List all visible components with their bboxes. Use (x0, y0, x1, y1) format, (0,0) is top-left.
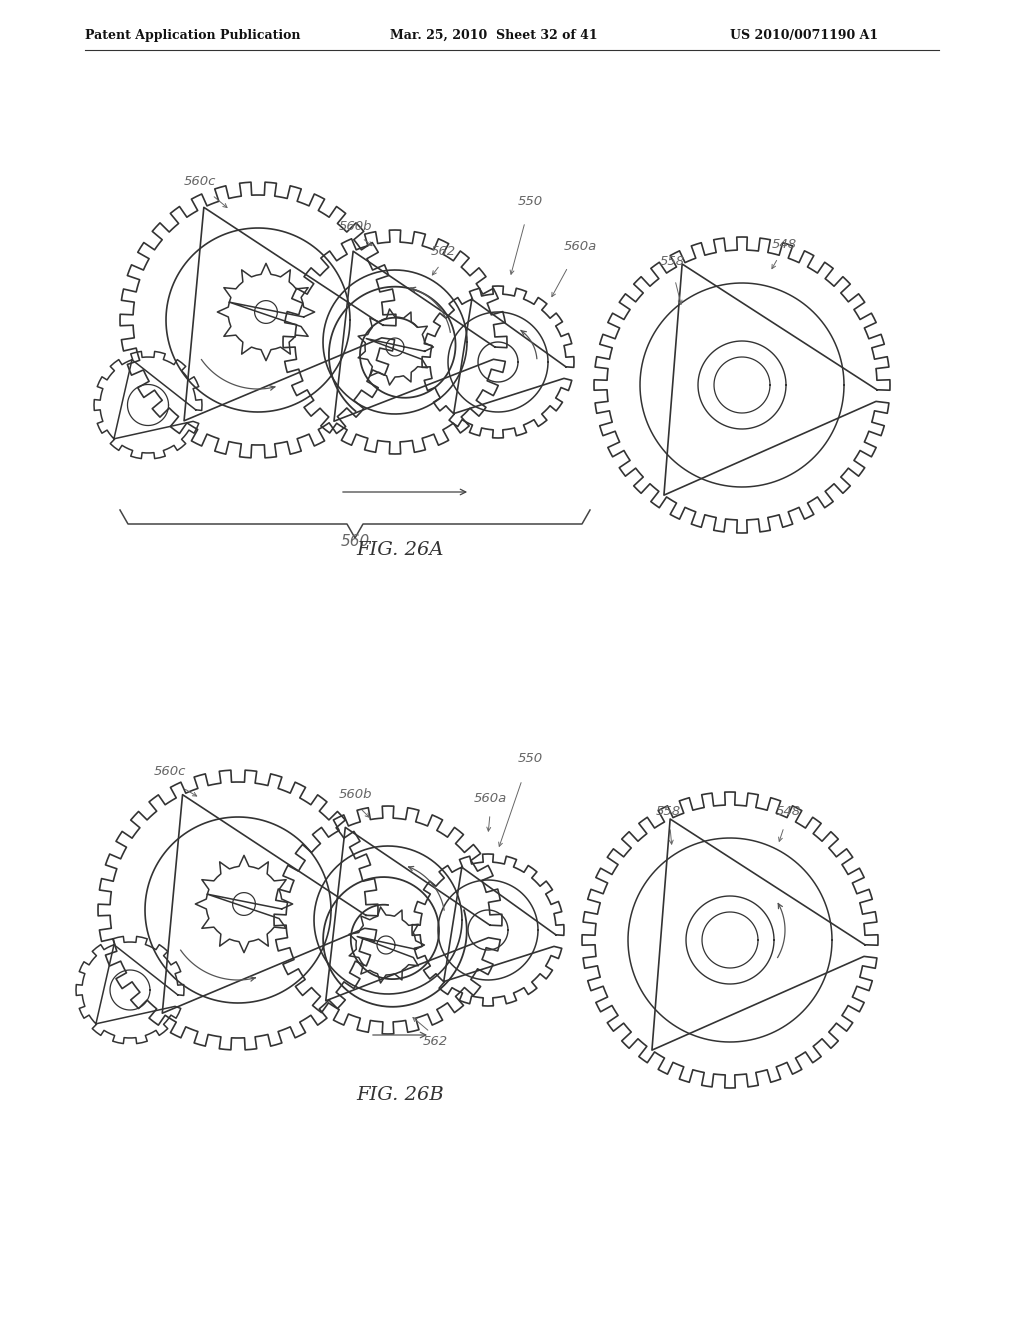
Text: 560a: 560a (473, 792, 507, 805)
Text: 560b: 560b (338, 788, 372, 801)
Text: 558: 558 (655, 805, 681, 818)
Text: FIG. 26B: FIG. 26B (356, 1086, 443, 1104)
Text: FIG. 26A: FIG. 26A (356, 541, 443, 558)
Text: 560c: 560c (154, 766, 186, 777)
Text: 548: 548 (771, 238, 797, 251)
Text: US 2010/0071190 A1: US 2010/0071190 A1 (730, 29, 879, 41)
Text: 560c: 560c (184, 176, 216, 187)
Text: 560b: 560b (338, 220, 372, 234)
Text: 550: 550 (517, 195, 543, 209)
Text: 562: 562 (430, 246, 456, 257)
Text: Patent Application Publication: Patent Application Publication (85, 29, 300, 41)
Text: Mar. 25, 2010  Sheet 32 of 41: Mar. 25, 2010 Sheet 32 of 41 (390, 29, 598, 41)
Text: 550: 550 (517, 752, 543, 766)
Text: 558: 558 (659, 255, 685, 268)
Text: 560: 560 (340, 535, 370, 549)
Text: 562: 562 (423, 1035, 447, 1048)
Text: 548: 548 (775, 805, 801, 818)
Text: 560a: 560a (563, 240, 597, 253)
